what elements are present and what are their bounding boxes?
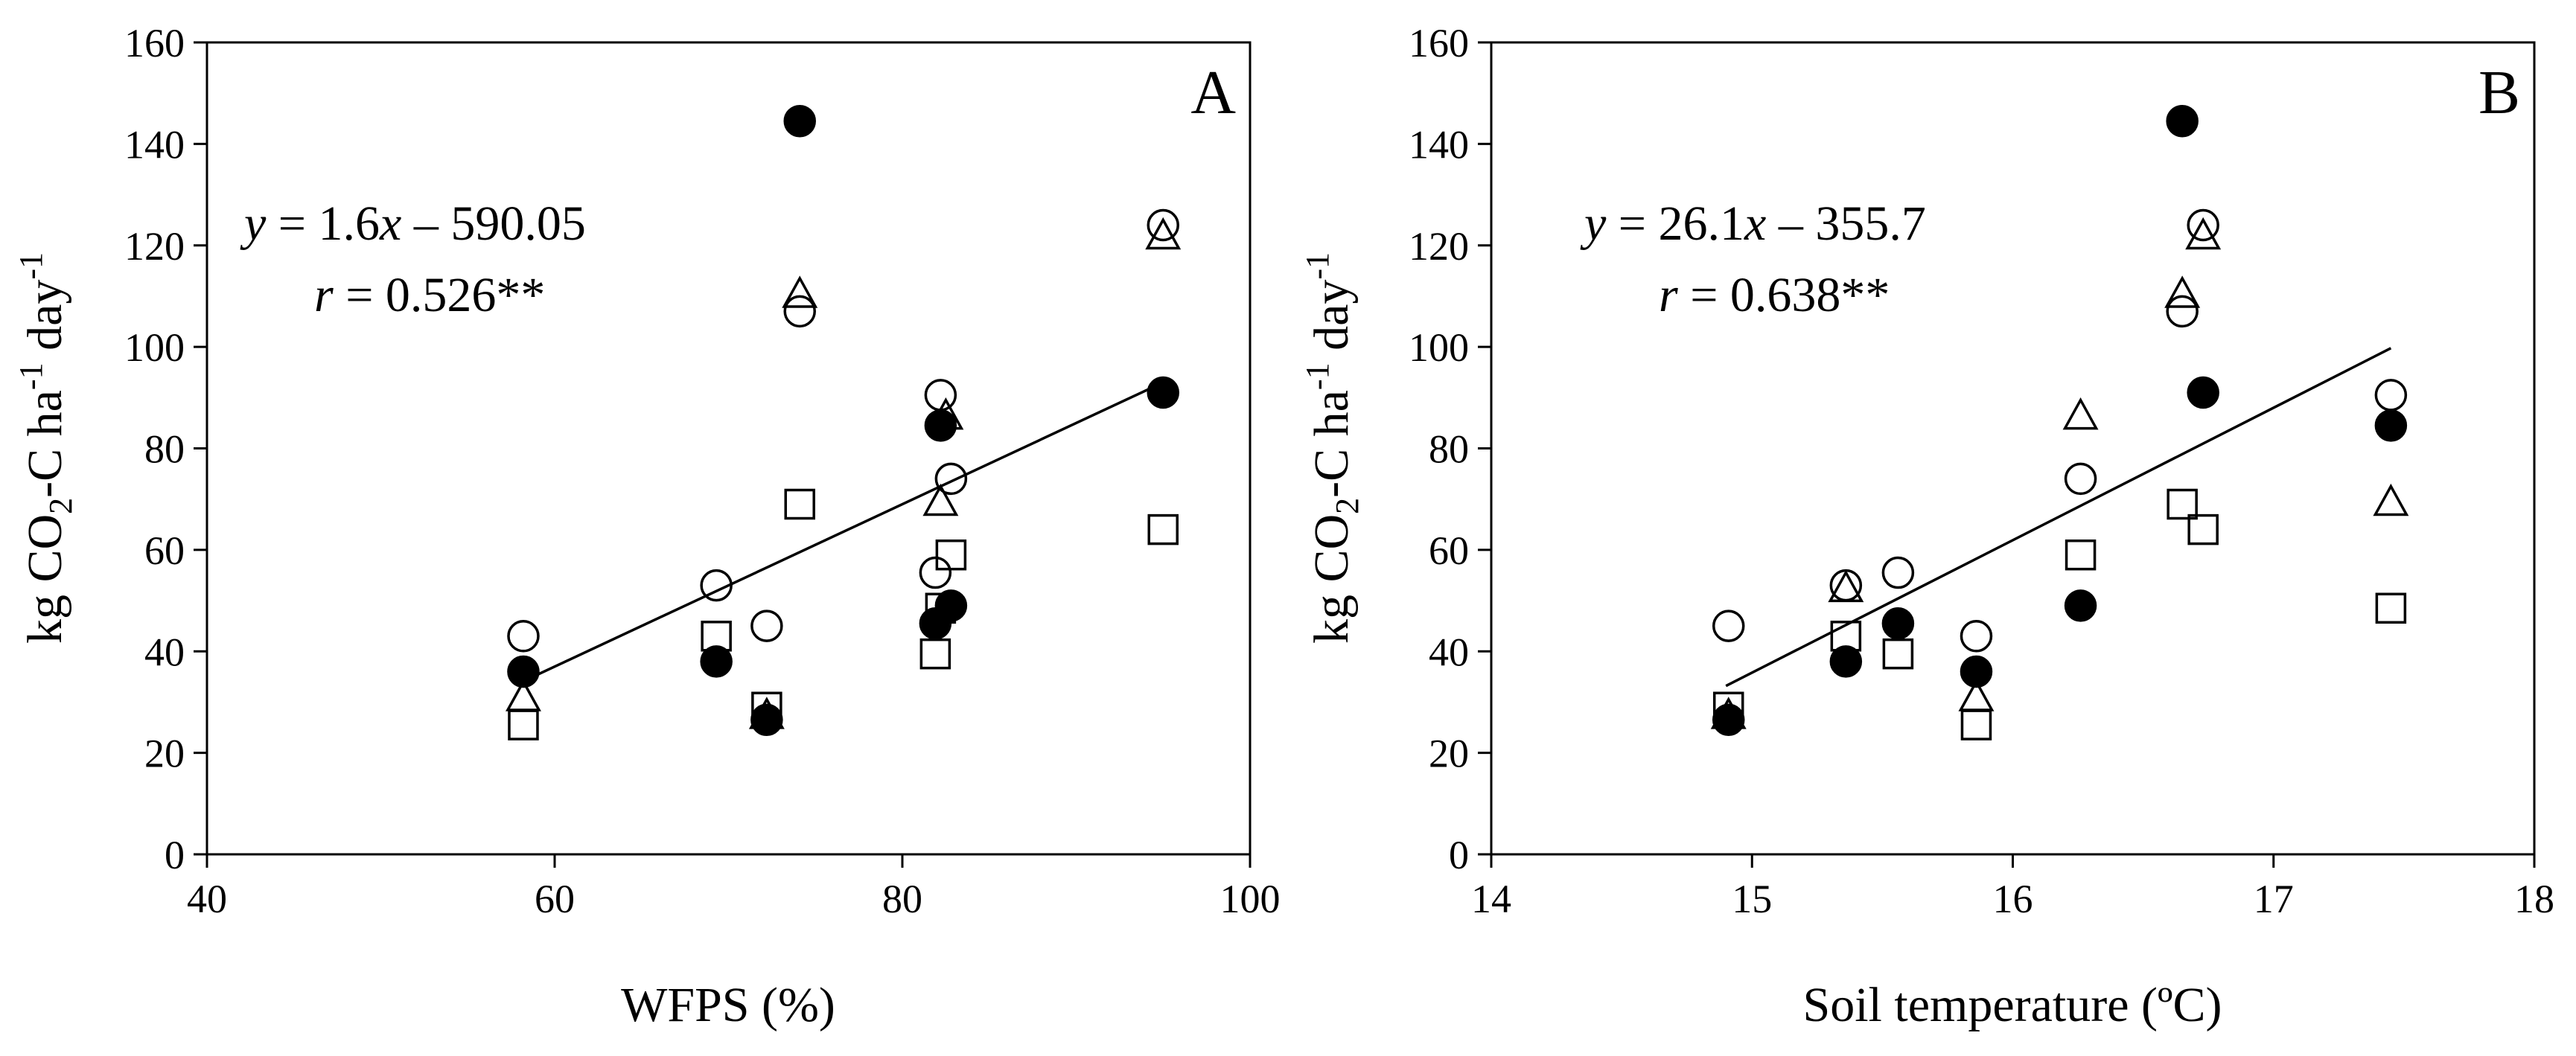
panel-b-open-square-point bbox=[1960, 709, 1992, 740]
panel-a-filled-circle-point bbox=[1147, 376, 1179, 409]
panel-a-x-tick-label: 80 bbox=[882, 877, 922, 921]
panel-a-y-tick-label: 20 bbox=[144, 732, 185, 776]
panel-b-open-circle-point bbox=[2187, 208, 2219, 242]
panel-a: 40 60 80 100 0 20 40 60 80 100 120 140 160 A y = 1.6… bbox=[13, 21, 1281, 1032]
panel-b-open-square-point bbox=[2187, 513, 2219, 545]
panel-b-open-triangle-point bbox=[1828, 569, 1864, 603]
panel-b: 14 15 16 17 18 0 20 40 60 80 100 120 140 160 B y = 26… bbox=[1299, 21, 2554, 1032]
panel-b-y-tick-label: 40 bbox=[1429, 630, 1469, 674]
panel-a-x-tick-label: 60 bbox=[535, 877, 575, 921]
panel-a-y-tick-label: 80 bbox=[144, 427, 185, 472]
panel-a-filled-circle-point bbox=[700, 645, 733, 678]
panel-b-open-square-point bbox=[2375, 592, 2407, 624]
panel-a-y-tick-label: 60 bbox=[144, 528, 185, 573]
panel-a-open-circle-point bbox=[934, 462, 968, 496]
panel-b-x-tick-label: 18 bbox=[2514, 877, 2554, 921]
panel-b-filled-circle-point bbox=[2187, 376, 2219, 409]
panel-b-open-circle-point bbox=[1960, 620, 1993, 653]
panel-b-y-tick-label: 60 bbox=[1429, 528, 1469, 573]
panel-b-open-triangle-point bbox=[1710, 697, 1747, 729]
panel-b-y-tick-label: 140 bbox=[1409, 122, 1469, 167]
panel-b-x-tick-label: 16 bbox=[1993, 877, 2033, 921]
panel-b-y-tick-label: 80 bbox=[1429, 427, 1469, 472]
panel-b-open-circle-point bbox=[2374, 379, 2408, 412]
panel-a-equation: y = 1.6x – 590.05 bbox=[240, 196, 586, 251]
panel-b-correlation: r = 0.638** bbox=[1659, 268, 1890, 322]
panel-b-open-circle-point bbox=[1881, 556, 1915, 589]
panel-b-x-tick-label: 14 bbox=[1471, 877, 1511, 921]
panel-b-filled-circle-point bbox=[2374, 409, 2408, 442]
panel-a-open-circle-point bbox=[507, 620, 540, 653]
panel-b-y-tick-label: 160 bbox=[1409, 21, 1469, 65]
panel-a-filled-circle-point bbox=[783, 104, 816, 138]
panel-b-y-tick-label: 0 bbox=[1449, 833, 1469, 877]
panel-b-open-triangle-point bbox=[2062, 397, 2099, 430]
panel-a-filled-circle-point bbox=[507, 655, 540, 688]
panel-b-y-tick-label: 120 bbox=[1409, 224, 1469, 269]
panel-b-filled-circle-point bbox=[1881, 607, 1915, 640]
panel-a-open-square-point bbox=[751, 691, 782, 723]
panel-b-x-tick-label: 15 bbox=[1732, 877, 1772, 921]
panel-b-y-tick-label: 100 bbox=[1409, 325, 1469, 370]
panel-b-open-square-point bbox=[1882, 638, 1914, 670]
panel-b-open-circle-point bbox=[2166, 295, 2199, 328]
panel-a-filled-circle-point bbox=[924, 409, 957, 442]
panel-b-trendline bbox=[1725, 347, 2392, 688]
panel-b-open-triangle-point bbox=[2373, 483, 2409, 516]
panel-a-open-circle-point bbox=[700, 569, 733, 602]
panel-b-filled-circle-point bbox=[1829, 645, 1863, 678]
panel-a-y-tick-label: 140 bbox=[124, 122, 185, 167]
panel-a-filled-circle-point bbox=[934, 589, 968, 622]
panel-b-filled-circle-point bbox=[2166, 104, 2199, 138]
panel-b-label: B bbox=[2478, 58, 2520, 127]
panel-b-y-tick-label: 20 bbox=[1429, 732, 1469, 776]
panel-a-y-tick-label: 100 bbox=[124, 325, 185, 370]
panel-b-open-triangle-point bbox=[2185, 217, 2222, 250]
panel-a-open-triangle-point bbox=[1145, 217, 1182, 250]
panel-a-open-square-point bbox=[925, 592, 957, 624]
panel-a-label: A bbox=[1190, 58, 1236, 127]
panel-b-open-square-point bbox=[1830, 621, 1862, 652]
panel-a-open-circle-point bbox=[919, 556, 952, 589]
panel-a-y-tick-label: 0 bbox=[165, 833, 185, 877]
panel-a-open-circle-point bbox=[783, 295, 816, 328]
panel-a-y-axis-title: kg CO2-C ha-1 day-1 bbox=[13, 252, 79, 644]
panel-b-open-circle-point bbox=[2064, 462, 2097, 496]
panel-a-open-triangle-point bbox=[782, 275, 818, 308]
panel-b-y-axis-title: kg CO2-C ha-1 day-1 bbox=[1299, 252, 1365, 644]
panel-b-open-square-point bbox=[1712, 691, 1744, 723]
panel-a-open-triangle-point bbox=[922, 483, 959, 516]
panel-b-filled-circle-point bbox=[1960, 655, 1993, 688]
panel-b-equation: y = 26.1x – 355.7 bbox=[1580, 196, 1926, 251]
panel-a-x-axis-title: WFPS (%) bbox=[621, 978, 835, 1032]
panel-a-open-square-point bbox=[508, 709, 539, 740]
panel-b-x-tick-label: 17 bbox=[2254, 877, 2294, 921]
panel-a-x-tick-label: 40 bbox=[187, 877, 227, 921]
panel-b-x-axis-title: Soil temperature (ºC) bbox=[1803, 978, 2222, 1032]
panel-a-open-circle-point bbox=[1147, 208, 1179, 242]
panel-b-open-circle-point bbox=[1712, 609, 1745, 642]
panel-a-open-square-point bbox=[919, 638, 951, 670]
panel-a-open-square-point bbox=[935, 539, 967, 571]
panel-b-open-square-point bbox=[2065, 539, 2097, 571]
panel-a-x-tick-label: 100 bbox=[1220, 877, 1281, 921]
panel-b-filled-circle-point bbox=[2064, 589, 2097, 622]
panel-a-trendline bbox=[523, 381, 1164, 682]
panel-a-y-tick-label: 120 bbox=[124, 224, 185, 269]
panel-a-y-tick-label: 160 bbox=[124, 21, 185, 65]
panel-a-y-tick-label: 40 bbox=[144, 630, 185, 674]
panel-a-correlation: r = 0.526** bbox=[314, 268, 545, 322]
panel-a-open-circle-point bbox=[750, 609, 783, 642]
panel-a-open-square-point bbox=[1147, 513, 1179, 545]
panel-b-open-triangle-point bbox=[2164, 275, 2201, 308]
panel-b-open-square-point bbox=[2167, 488, 2198, 520]
panel-a-open-triangle-point bbox=[928, 397, 964, 430]
panel-a-open-square-point bbox=[701, 621, 732, 652]
panel-a-open-triangle-point bbox=[748, 697, 785, 729]
panel-a-open-square-point bbox=[784, 488, 815, 520]
